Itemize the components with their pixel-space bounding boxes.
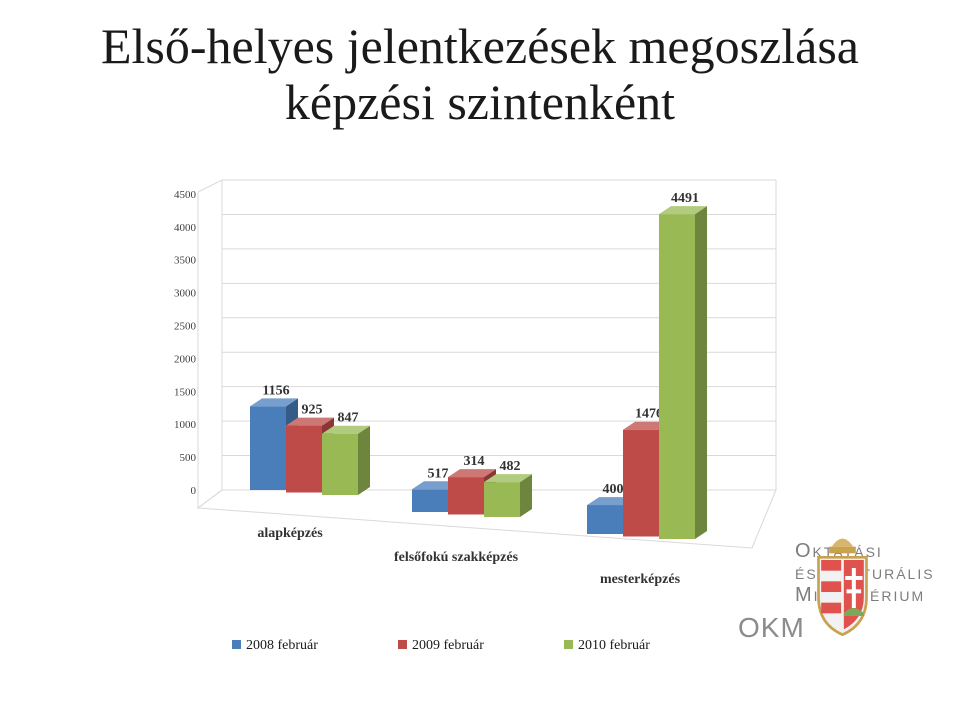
side-wall [197, 179, 223, 509]
y-tick-label: 2000 [174, 353, 197, 365]
y-tick-label: 3500 [174, 255, 197, 267]
y-tick-label: 0 [191, 485, 197, 497]
data-label: 4491 [671, 191, 699, 206]
floor [196, 489, 777, 549]
bar-top [484, 474, 532, 483]
okm-logo-text: OKM [738, 612, 805, 643]
category-label: mesterképzés [600, 572, 681, 587]
bar-front [587, 505, 623, 534]
bar-top [322, 425, 370, 434]
data-label: 1476 [635, 407, 663, 422]
bar-front [286, 425, 322, 493]
y-tick-label: 500 [180, 452, 197, 464]
y-tick-label: 4000 [174, 222, 197, 234]
bar-side [695, 206, 707, 539]
legend-swatch [398, 640, 407, 649]
bar-top [250, 398, 298, 407]
legend-label: 2008 február [246, 638, 318, 653]
data-label: 1156 [262, 383, 289, 398]
data-label: 847 [338, 411, 359, 426]
bar-front [412, 489, 448, 512]
data-label: 314 [464, 454, 485, 469]
slide-title: Első-helyes jelentkezések megoszlása kép… [0, 18, 960, 130]
data-label: 517 [428, 466, 449, 481]
bar-3-3 [659, 206, 707, 539]
bar-top [448, 469, 496, 478]
legend: 2008 február 2009 február 2010 február [232, 638, 650, 653]
y-tick-label: 1500 [174, 386, 197, 398]
bar-front [448, 477, 484, 515]
bar-top [286, 417, 334, 426]
data-label: 482 [500, 459, 521, 474]
title-line-2: képzési szintenként [284, 74, 676, 130]
category-label: felsőfokú szakképzés [394, 550, 519, 565]
y-tick-label: 4500 [174, 189, 197, 201]
data-label: 925 [302, 403, 323, 418]
bar-1-3 [322, 425, 370, 495]
legend-label: 2009 február [412, 638, 484, 653]
category-label: alapképzés [257, 526, 323, 541]
bar-front [484, 482, 520, 517]
y-tick-label: 3000 [174, 288, 197, 300]
coat-of-arms-icon [817, 538, 868, 637]
bar-2-3 [484, 474, 532, 517]
y-tick-label: 2500 [174, 321, 197, 333]
bar-top [659, 206, 707, 215]
bar-side [358, 425, 370, 495]
title-line-1: Első-helyes jelentkezések megoszlása [100, 18, 860, 74]
bar-front [659, 214, 695, 539]
bar-front [623, 429, 659, 537]
legend-swatch [564, 640, 573, 649]
data-label: 400 [603, 482, 624, 497]
bar-side [520, 474, 532, 517]
y-axis: 0 500 1000 1500 2000 2500 3000 3500 4000 4500 [174, 189, 197, 497]
bar-front [322, 433, 358, 495]
legend-label: 2010 február [578, 638, 650, 653]
legend-swatch [232, 640, 241, 649]
bar-front [250, 406, 286, 490]
y-tick-label: 1000 [174, 419, 197, 431]
